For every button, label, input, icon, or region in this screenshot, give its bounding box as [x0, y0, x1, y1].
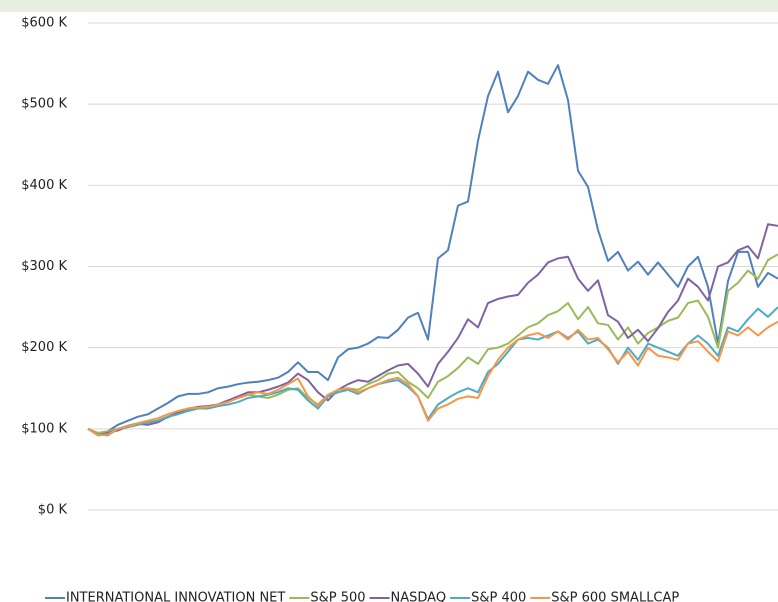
y-tick-label: $100 K: [21, 421, 67, 436]
legend-label: NASDAQ: [391, 591, 447, 602]
y-tick-label: $0 K: [38, 503, 68, 518]
y-tick-label: $300 K: [21, 259, 67, 274]
top-strip: [0, 0, 778, 12]
y-tick-label: $600 K: [21, 16, 67, 31]
legend-label: INTERNATIONAL INNOVATION NET: [66, 591, 285, 602]
series-line: [87, 306, 778, 437]
series-line: [87, 64, 778, 436]
series-line: [87, 320, 778, 437]
legend-label: S&P 500: [310, 591, 365, 602]
y-tick-label: $400 K: [21, 178, 67, 193]
y-tick-label: $500 K: [21, 97, 67, 112]
legend-label: S&P 400: [471, 591, 526, 602]
y-tick-label: $200 K: [21, 340, 67, 355]
legend-label: S&P 600 SMALLCAP: [551, 591, 679, 602]
series-line: [87, 223, 778, 437]
